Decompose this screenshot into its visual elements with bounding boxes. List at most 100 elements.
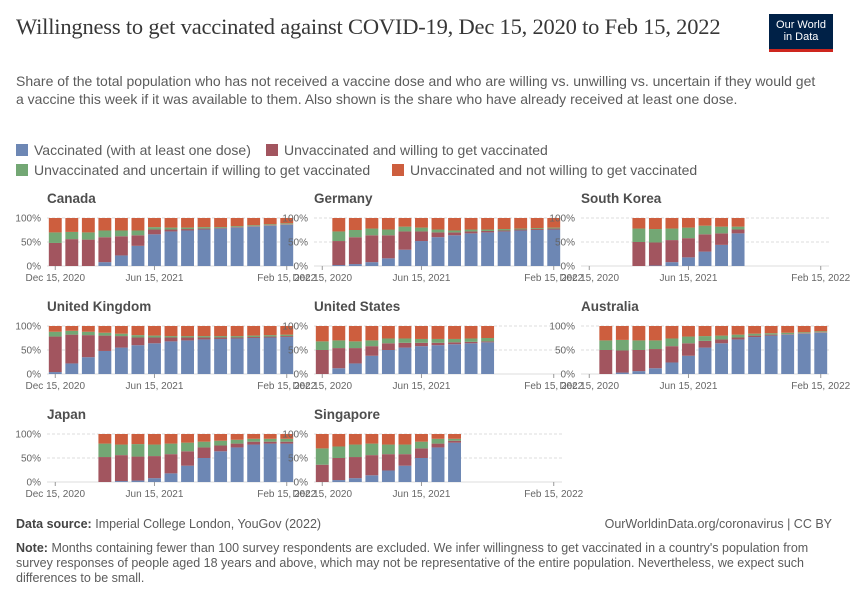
bar-segment-uncertain[interactable] bbox=[431, 229, 445, 233]
bar-segment-uncertain[interactable] bbox=[230, 439, 244, 444]
bar-segment-willing[interactable] bbox=[415, 342, 428, 347]
bar-segment-unwilling[interactable] bbox=[131, 434, 145, 445]
bar-segment-vaccinated[interactable] bbox=[332, 368, 346, 374]
bar-segment-vaccinated[interactable] bbox=[263, 443, 277, 482]
bar-segment-willing[interactable] bbox=[682, 238, 695, 258]
bar-segment-unwilling[interactable] bbox=[197, 326, 211, 337]
bar-segment-willing[interactable] bbox=[263, 336, 277, 338]
bar-segment-vaccinated[interactable] bbox=[365, 475, 379, 482]
bar-segment-uncertain[interactable] bbox=[197, 336, 211, 338]
bar-segment-vaccinated[interactable] bbox=[197, 229, 211, 266]
bar-segment-vaccinated[interactable] bbox=[615, 372, 629, 374]
bar-segment-unwilling[interactable] bbox=[415, 326, 428, 339]
bar-segment-uncertain[interactable] bbox=[48, 232, 62, 243]
bar-segment-willing[interactable] bbox=[148, 337, 161, 344]
bar-segment-vaccinated[interactable] bbox=[481, 232, 495, 266]
owid-logo[interactable]: Our World in Data bbox=[769, 14, 833, 52]
bar-segment-unwilling[interactable] bbox=[398, 326, 412, 339]
bar-segment-unwilling[interactable] bbox=[632, 326, 646, 341]
bar-segment-vaccinated[interactable] bbox=[431, 345, 445, 374]
bar-segment-willing[interactable] bbox=[615, 350, 629, 373]
bar-segment-willing[interactable] bbox=[148, 456, 161, 479]
bar-segment-unwilling[interactable] bbox=[230, 434, 244, 440]
bar-segment-uncertain[interactable] bbox=[81, 232, 95, 240]
bar-segment-unwilling[interactable] bbox=[464, 326, 478, 339]
bar-segment-unwilling[interactable] bbox=[247, 326, 261, 336]
source-text[interactable]: Imperial College London, YouGov (2022) bbox=[95, 517, 322, 531]
bar-segment-unwilling[interactable] bbox=[81, 326, 95, 332]
bar-segment-uncertain[interactable] bbox=[715, 226, 728, 234]
bar-segment-vaccinated[interactable] bbox=[481, 342, 495, 374]
bar-segment-willing[interactable] bbox=[164, 229, 178, 232]
bar-segment-willing[interactable] bbox=[748, 335, 762, 338]
bar-segment-unwilling[interactable] bbox=[698, 218, 712, 226]
bar-segment-unwilling[interactable] bbox=[731, 326, 745, 335]
bar-segment-uncertain[interactable] bbox=[247, 438, 261, 442]
bar-segment-unwilling[interactable] bbox=[315, 326, 329, 342]
bar-segment-willing[interactable] bbox=[65, 334, 79, 364]
bar-segment-willing[interactable] bbox=[348, 457, 362, 479]
bar-segment-uncertain[interactable] bbox=[381, 444, 395, 455]
bar-segment-unwilling[interactable] bbox=[230, 218, 244, 227]
bar-segment-unwilling[interactable] bbox=[682, 218, 695, 228]
bar-segment-unwilling[interactable] bbox=[365, 326, 379, 341]
bar-segment-willing[interactable] bbox=[464, 341, 478, 344]
bar-segment-unwilling[interactable] bbox=[164, 434, 178, 444]
bar-segment-uncertain[interactable] bbox=[332, 340, 346, 349]
bar-segment-unwilling[interactable] bbox=[781, 326, 795, 333]
bar-segment-unwilling[interactable] bbox=[114, 434, 128, 445]
bar-segment-uncertain[interactable] bbox=[398, 226, 412, 232]
bar-segment-vaccinated[interactable] bbox=[65, 363, 79, 374]
bar-segment-willing[interactable] bbox=[398, 231, 412, 250]
bar-segment-unwilling[interactable] bbox=[315, 434, 329, 449]
bar-segment-uncertain[interactable] bbox=[247, 225, 261, 227]
bar-segment-willing[interactable] bbox=[164, 337, 178, 342]
bar-segment-uncertain[interactable] bbox=[131, 444, 145, 457]
bar-segment-willing[interactable] bbox=[197, 337, 211, 340]
bar-segment-willing[interactable] bbox=[415, 231, 428, 242]
bar-segment-vaccinated[interactable] bbox=[164, 473, 178, 482]
bar-segment-uncertain[interactable] bbox=[431, 338, 445, 343]
bar-segment-willing[interactable] bbox=[665, 240, 679, 263]
bar-segment-vaccinated[interactable] bbox=[348, 264, 362, 266]
bar-segment-uncertain[interactable] bbox=[748, 333, 762, 336]
bar-segment-vaccinated[interactable] bbox=[164, 341, 178, 374]
bar-segment-vaccinated[interactable] bbox=[131, 245, 145, 266]
bar-segment-vaccinated[interactable] bbox=[398, 465, 412, 482]
bar-segment-willing[interactable] bbox=[181, 229, 194, 231]
bar-segment-willing[interactable] bbox=[48, 242, 62, 266]
bar-segment-willing[interactable] bbox=[81, 335, 95, 358]
bar-segment-vaccinated[interactable] bbox=[748, 337, 762, 374]
bar-segment-vaccinated[interactable] bbox=[665, 362, 679, 374]
bar-segment-uncertain[interactable] bbox=[648, 229, 662, 243]
bar-segment-willing[interactable] bbox=[148, 229, 161, 235]
bar-segment-unwilling[interactable] bbox=[332, 434, 346, 447]
bar-segment-uncertain[interactable] bbox=[230, 226, 244, 228]
bar-segment-vaccinated[interactable] bbox=[381, 350, 395, 374]
bar-segment-unwilling[interactable] bbox=[648, 326, 662, 341]
bar-segment-willing[interactable] bbox=[98, 457, 112, 482]
bar-segment-uncertain[interactable] bbox=[181, 442, 194, 452]
bar-segment-vaccinated[interactable] bbox=[665, 262, 679, 266]
bar-segment-vaccinated[interactable] bbox=[381, 470, 395, 482]
bar-segment-vaccinated[interactable] bbox=[181, 465, 194, 482]
bar-segment-uncertain[interactable] bbox=[247, 335, 261, 338]
bar-segment-willing[interactable] bbox=[648, 349, 662, 369]
bar-segment-vaccinated[interactable] bbox=[280, 443, 294, 482]
bar-segment-uncertain[interactable] bbox=[348, 341, 362, 349]
bar-segment-unwilling[interactable] bbox=[280, 326, 294, 335]
bar-segment-vaccinated[interactable] bbox=[547, 229, 561, 266]
bar-segment-vaccinated[interactable] bbox=[448, 442, 461, 482]
bar-segment-willing[interactable] bbox=[230, 337, 244, 339]
bar-segment-uncertain[interactable] bbox=[263, 438, 277, 442]
bar-segment-unwilling[interactable] bbox=[431, 326, 445, 339]
bar-segment-willing[interactable] bbox=[181, 451, 194, 466]
bar-segment-uncertain[interactable] bbox=[530, 228, 544, 230]
bar-segment-vaccinated[interactable] bbox=[247, 338, 261, 374]
bar-segment-vaccinated[interactable] bbox=[814, 332, 828, 374]
bar-segment-uncertain[interactable] bbox=[632, 228, 646, 242]
bar-segment-uncertain[interactable] bbox=[98, 443, 112, 458]
bar-segment-vaccinated[interactable] bbox=[682, 257, 695, 266]
bar-segment-uncertain[interactable] bbox=[332, 446, 346, 458]
bar-segment-uncertain[interactable] bbox=[230, 336, 244, 338]
